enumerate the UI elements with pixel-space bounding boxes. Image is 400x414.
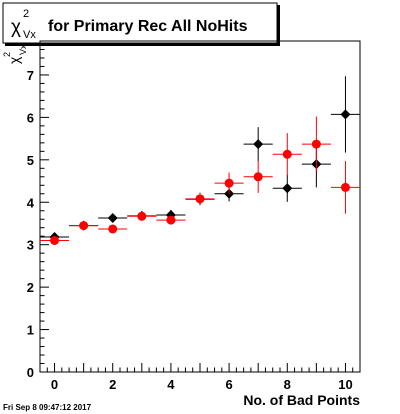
y-axis-chi-symbol: χ xyxy=(6,56,22,64)
x-tick-label: 0 xyxy=(51,377,58,392)
title-chi-symbol: χ xyxy=(11,17,21,38)
title-chi-sup: 2 xyxy=(23,8,29,20)
x-tick-label: 2 xyxy=(109,377,116,392)
data-point xyxy=(253,139,264,150)
series-0 xyxy=(40,76,360,243)
x-tick-label: 8 xyxy=(284,377,291,392)
title-chi-sub: Vx xyxy=(23,29,36,41)
title-box: χ 2 Vx for Primary Rec All NoHits xyxy=(2,2,280,46)
plot-frame xyxy=(39,40,361,373)
x-tick-label: 4 xyxy=(167,377,175,392)
y-axis-chi-sub: Vx xyxy=(18,44,28,55)
y-tick-label: 1 xyxy=(27,323,34,338)
data-point xyxy=(340,109,351,120)
y-tick-label: 6 xyxy=(27,110,34,125)
x-tick-label: 10 xyxy=(338,377,352,392)
y-tick-label: 3 xyxy=(27,238,34,253)
y-tick-label: 2 xyxy=(27,280,34,295)
data-point xyxy=(340,182,350,192)
data-point xyxy=(79,221,89,231)
x-tick-label: 6 xyxy=(225,377,232,392)
chart-title: for Primary Rec All NoHits xyxy=(48,18,248,35)
data-point xyxy=(282,183,293,194)
x-axis-label: No. of Bad Points xyxy=(243,392,360,408)
y-tick-label: 7 xyxy=(27,68,34,83)
footer-timestamp: Fri Sep 8 09:47:12 2017 xyxy=(3,403,92,412)
y-tick-label: 0 xyxy=(27,365,34,380)
data-point xyxy=(50,235,60,245)
y-axis-title: χ 2 Vx xyxy=(2,44,28,64)
data-point xyxy=(311,139,321,149)
y-tick-label: 5 xyxy=(27,153,34,168)
y-tick-label: 4 xyxy=(27,195,35,210)
data-point xyxy=(107,212,118,223)
axis-ticks xyxy=(39,40,361,373)
data-point xyxy=(137,211,147,221)
data-point xyxy=(282,149,292,159)
axis-tick-labels: 0 2 4 6 8 10 0 1 2 3 4 5 6 7 xyxy=(27,68,353,392)
data-point xyxy=(108,224,118,234)
series-1 xyxy=(40,116,360,245)
y-axis-chi-sup: 2 xyxy=(2,52,12,57)
data-point xyxy=(253,172,263,182)
data-point xyxy=(195,194,205,204)
data-series xyxy=(40,76,360,245)
data-point xyxy=(166,215,176,225)
data-point xyxy=(224,178,234,188)
